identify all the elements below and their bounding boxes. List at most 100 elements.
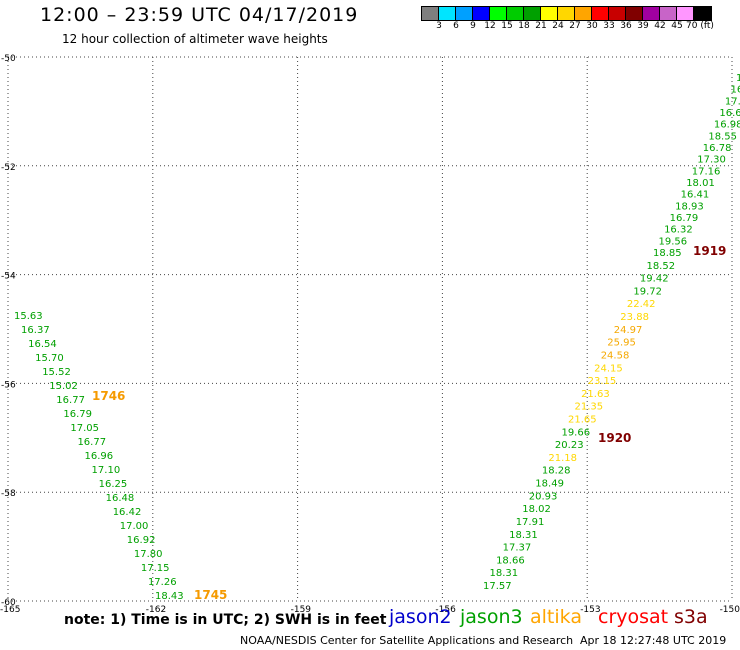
track-value-label: 18.85 (653, 248, 682, 259)
colorbar-label: 18 (518, 21, 530, 31)
legend-altika: altika (530, 606, 582, 628)
track-value-label: 16.77 (77, 437, 106, 448)
colorbar-label: 24 (552, 21, 564, 31)
track-value-label: 16.79 (670, 213, 699, 224)
track-value-label: 19.42 (640, 274, 669, 285)
track-value-label: 24.58 (601, 350, 630, 361)
track-value-label: 17.10 (92, 465, 121, 476)
colorbar-label: 39 (637, 21, 649, 31)
track-value-label: 17.00 (120, 521, 149, 532)
track-value-label: 15.63 (14, 311, 43, 322)
track-value-label: 20.23 (555, 440, 584, 451)
track-value-label: 18.43 (155, 591, 184, 602)
track-value-label: 18.28 (542, 466, 571, 477)
colorbar-label: 45 (671, 21, 683, 31)
track-value-label: 16.78 (703, 143, 732, 154)
colorbar (421, 6, 712, 21)
colorbar-label: 12 (484, 21, 496, 31)
map-title: 12:00 – 23:59 UTC 04/17/2019 (40, 4, 359, 26)
track-value-label: 22.42 (627, 299, 656, 310)
colorbar-swatch (490, 7, 507, 20)
colorbar-label: 30 (586, 21, 598, 31)
lon-tick-label: -153 (580, 605, 600, 615)
lat-tick-label: -58 (1, 489, 16, 499)
lon-tick-label: -150 (720, 605, 740, 615)
colorbar-label: 9 (470, 21, 476, 31)
track-value-label: 16.41 (681, 190, 710, 201)
track-value-label: 17.05 (70, 423, 99, 434)
colorbar-swatch (456, 7, 473, 20)
colorbar-label: 70 (ft) (686, 21, 714, 31)
colorbar-label: 36 (620, 21, 632, 31)
track-value-label: 16.77 (56, 395, 85, 406)
track-value-label: 16.79 (63, 409, 92, 420)
track-value-label: 18.31 (509, 530, 538, 541)
track-value-label: 23.88 (620, 312, 649, 323)
lat-tick-label: -56 (1, 380, 16, 390)
colorbar-label: 15 (501, 21, 513, 31)
colorbar-swatch (558, 7, 575, 20)
track-value-label: 18.55 (708, 131, 737, 142)
track-value-label: 18.02 (522, 504, 551, 515)
credit-text: NOAA/NESDIS Center for Satellite Applica… (240, 634, 574, 647)
colorbar-label: 3 (436, 21, 442, 31)
track-value-label: 18.31 (490, 568, 519, 579)
lat-tick-label: -52 (1, 163, 16, 173)
track-value-label: 16.48 (106, 493, 135, 504)
colorbar-swatch (660, 7, 677, 20)
track-value-label: 21.65 (568, 415, 597, 426)
track-value-label: 21.18 (548, 453, 577, 464)
track-value-label: 18.52 (646, 261, 675, 272)
track-value-label: 16.6 (719, 108, 740, 119)
colorbar-swatch (592, 7, 609, 20)
track-value-label: 25.95 (607, 338, 636, 349)
colorbar-label: 42 (654, 21, 666, 31)
track-value-label: 16.42 (113, 507, 142, 518)
track-value-label: 17.30 (697, 155, 726, 166)
colorbar-swatch (643, 7, 660, 20)
track-time-label: 1746 (92, 389, 125, 403)
track-value-label: 16.54 (28, 339, 57, 350)
track-value-label: 18.49 (535, 479, 564, 490)
track-value-label: 16.25 (99, 479, 128, 490)
colorbar-swatch (541, 7, 558, 20)
colorbar-swatch (473, 7, 490, 20)
track-value-label: 18.93 (675, 201, 704, 212)
track-value-label: 15.52 (42, 367, 71, 378)
track-value-label: 17.26 (148, 577, 177, 588)
legend-jason3: jason3 (460, 606, 523, 628)
track-value-label: 1 (736, 73, 740, 84)
track-value-label: 16.98 (714, 120, 740, 131)
legend-s3a: s3a (674, 606, 708, 628)
track-value-label: 17.16 (692, 166, 721, 177)
track-value-label: 18.66 (496, 555, 525, 566)
track-time-label: 1920 (598, 431, 631, 445)
track-value-label: 23.15 (588, 376, 617, 387)
track-value-label: 21.63 (581, 389, 610, 400)
colorbar-label: 33 (603, 21, 615, 31)
track-value-label: 18.01 (686, 178, 715, 189)
track-value-label: 17.80 (134, 549, 163, 560)
colorbar-swatch (609, 7, 626, 20)
track-value-label: 16.92 (127, 535, 156, 546)
lat-tick-label: -60 (1, 598, 16, 608)
lat-tick-label: -50 (1, 54, 16, 64)
track-time-label: 1745 (194, 588, 227, 602)
track-value-label: 17.15 (141, 563, 170, 574)
colorbar-label: 6 (453, 21, 459, 31)
track-value-label: 17.37 (503, 543, 532, 554)
track-value-label: 19.56 (659, 236, 688, 247)
track-value-label: 19.72 (633, 286, 662, 297)
footer-note: note: 1) Time is in UTC; 2) SWH is in fe… (64, 612, 387, 628)
track-value-label: 17.57 (483, 581, 512, 592)
legend-jason2: jason2 (389, 606, 452, 628)
track-value-label: 17. (725, 96, 740, 107)
lon-tick-label: -165 (0, 605, 20, 615)
track-time-label: 1919 (693, 244, 726, 258)
lat-tick-label: -54 (1, 272, 16, 282)
colorbar-swatch (524, 7, 541, 20)
track-value-label: 16.37 (21, 325, 50, 336)
track-value-label: 24.15 (594, 363, 623, 374)
track-value-label: 21.35 (575, 402, 604, 413)
